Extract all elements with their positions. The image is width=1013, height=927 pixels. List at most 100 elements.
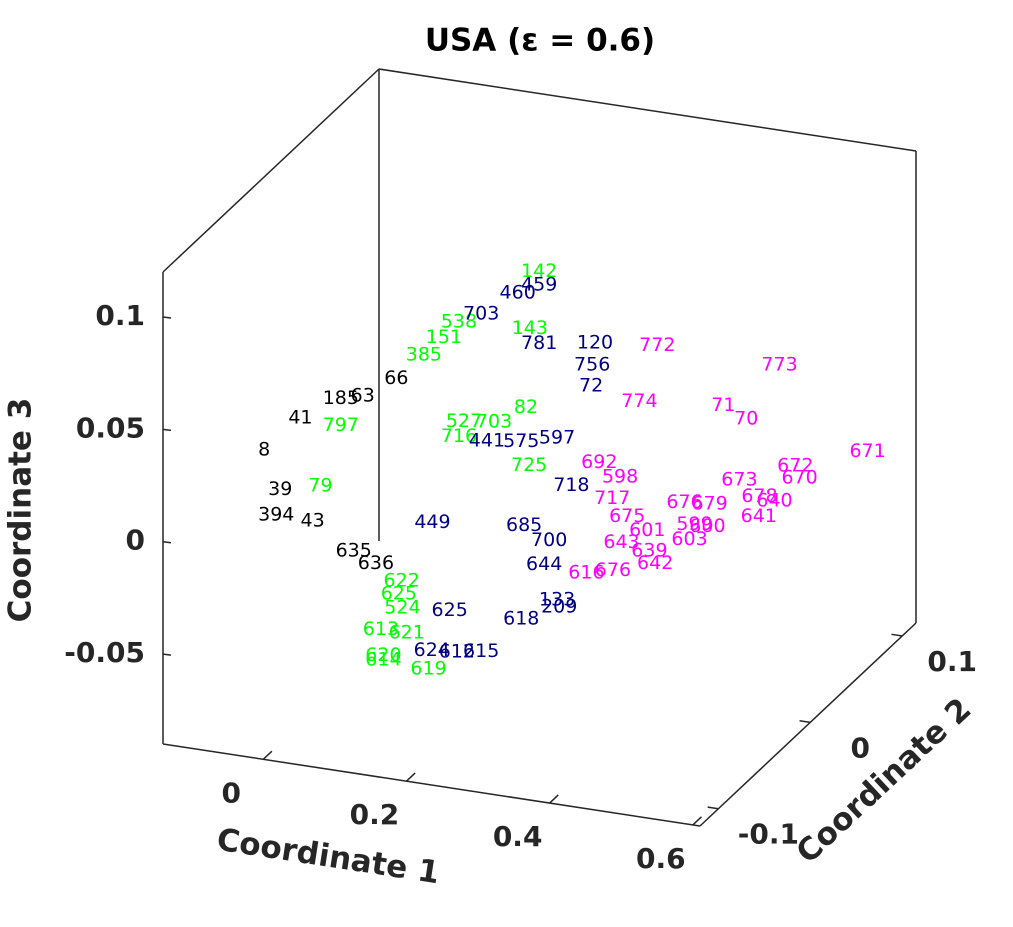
- point-label: 717: [594, 487, 630, 509]
- point-label: 619: [410, 657, 446, 679]
- point-label: 71: [711, 394, 735, 416]
- point-label: 39: [268, 478, 292, 500]
- point-label: 679: [691, 493, 727, 515]
- point-label: 385: [406, 343, 442, 365]
- point-label: 716: [441, 425, 477, 447]
- point-label: 394: [258, 504, 294, 526]
- point-label: 618: [503, 608, 539, 630]
- point-label: 143: [512, 317, 548, 339]
- point-label: 603: [671, 528, 707, 550]
- y-axis-label: Coordinate 2: [790, 691, 979, 871]
- z-tick: [162, 428, 172, 432]
- y-tick: [799, 719, 811, 724]
- point-label: 639: [631, 540, 667, 562]
- point-label: 142: [521, 260, 557, 282]
- point-label: 599: [676, 513, 712, 535]
- point-label: 642: [637, 552, 673, 574]
- point-label: 614: [365, 648, 401, 670]
- point-label: 600: [689, 515, 725, 537]
- point-label: 613: [363, 618, 399, 640]
- box-edge: [699, 622, 917, 827]
- point-label: 703: [463, 303, 499, 325]
- point-label: 524: [384, 596, 420, 618]
- point-label: 63: [351, 384, 375, 406]
- x-axis-label: Coordinate 1: [214, 822, 442, 892]
- point-label: 72: [579, 374, 603, 396]
- point-label: 209: [541, 596, 577, 618]
- point-label: 636: [358, 552, 394, 574]
- point-label: 772: [639, 334, 675, 356]
- x-tick: [262, 750, 273, 760]
- point-label: 700: [531, 529, 567, 551]
- point-label: 781: [521, 332, 557, 354]
- point-label: 643: [603, 531, 639, 553]
- point-label: 756: [574, 353, 610, 375]
- chart-title: USA (ε = 0.6): [425, 23, 655, 59]
- point-label: 575: [503, 430, 539, 452]
- point-label: 676: [595, 559, 631, 581]
- point-label: 615: [463, 640, 499, 662]
- x-tick-label: 0.6: [636, 842, 686, 875]
- point-label: 527: [446, 410, 482, 432]
- y-tick-label: 0: [851, 731, 870, 764]
- point-label: 79: [308, 475, 332, 497]
- x-tick: [549, 794, 559, 804]
- point-label: 133: [539, 588, 575, 610]
- point-label: 675: [609, 505, 645, 527]
- x-tick: [405, 772, 416, 782]
- point-label: 601: [629, 519, 665, 541]
- point-label: 625: [432, 599, 468, 621]
- point-label: 441: [469, 429, 505, 451]
- point-label: 640: [756, 490, 792, 512]
- point-label: 598: [602, 466, 638, 488]
- point-label: 538: [441, 311, 477, 333]
- point-label: 66: [384, 367, 408, 389]
- point-label: 612: [439, 641, 475, 663]
- point-label: 8: [258, 438, 270, 460]
- z-tick: [162, 653, 172, 656]
- point-label: 673: [721, 469, 757, 491]
- point-label: 621: [389, 622, 425, 644]
- point-label: 620: [365, 644, 401, 666]
- point-label: 671: [849, 440, 885, 462]
- point-label: 622: [384, 569, 420, 591]
- z-tick: [162, 316, 172, 319]
- z-axis-label: Coordinate 3: [3, 398, 39, 623]
- point-label: 70: [734, 408, 758, 430]
- point-label: 449: [414, 511, 450, 533]
- point-label: 151: [426, 326, 462, 348]
- point-label: 725: [511, 454, 547, 476]
- point-label: 718: [553, 474, 589, 496]
- x-tick-label: 0.2: [350, 798, 400, 831]
- point-label: 625: [381, 582, 417, 604]
- y-tick: [891, 633, 903, 637]
- point-label: 773: [761, 353, 797, 375]
- point-label: 41: [288, 406, 312, 428]
- point-label: 644: [526, 553, 562, 575]
- z-tick-label: 0.1: [95, 299, 145, 332]
- point-label: 641: [741, 505, 777, 527]
- point-label: 703: [476, 410, 512, 432]
- y-tick: [707, 806, 719, 810]
- point-label: 624: [414, 639, 450, 661]
- box-edge: [378, 68, 917, 152]
- point-label: 678: [741, 485, 777, 507]
- point-label: 676: [666, 491, 702, 513]
- point-label: 43: [301, 509, 325, 531]
- point-label: 774: [621, 390, 657, 412]
- y-tick-label: 0.1: [927, 645, 977, 678]
- z-tick: [162, 540, 172, 544]
- point-label: 185: [323, 387, 359, 409]
- z-tick-label: 0: [126, 524, 145, 557]
- point-label: 797: [323, 414, 359, 436]
- z-tick-label: 0.05: [76, 411, 145, 444]
- point-label: 616: [568, 562, 604, 584]
- z-tick-label: -0.05: [64, 636, 145, 669]
- point-label: 597: [539, 427, 575, 449]
- point-label: 460: [500, 281, 536, 303]
- point-label: 459: [521, 273, 557, 295]
- point-label: 635: [336, 539, 372, 561]
- x-tick-label: 0.4: [493, 820, 543, 853]
- point-label: 670: [781, 467, 817, 489]
